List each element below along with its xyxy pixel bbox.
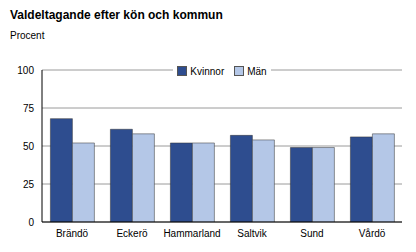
- html-text:Män: Män: [247, 65, 267, 77]
- svg-text:0: 0: [28, 217, 34, 228]
- html-text:Valdeltagande efter kön och ko: Valdeltagande efter kön och kommun: [10, 8, 223, 22]
- svg-text:Brändö: Brändö: [56, 228, 89, 239]
- svg-text:100: 100: [17, 65, 34, 76]
- svg-text:Eckerö: Eckerö: [116, 228, 148, 239]
- svg-text:50: 50: [23, 141, 35, 152]
- html-text:Procent: Procent: [10, 30, 45, 41]
- svg-text:Sund: Sund: [300, 228, 323, 239]
- svg-text:75: 75: [23, 103, 35, 114]
- html-text:Kvinnor: Kvinnor: [190, 65, 225, 77]
- svg-text:25: 25: [23, 179, 35, 190]
- svg-text:Vårdö: Vårdö: [359, 228, 386, 239]
- svg-text:Saltvik: Saltvik: [237, 228, 267, 239]
- svg-text:Hammarland: Hammarland: [163, 228, 220, 239]
